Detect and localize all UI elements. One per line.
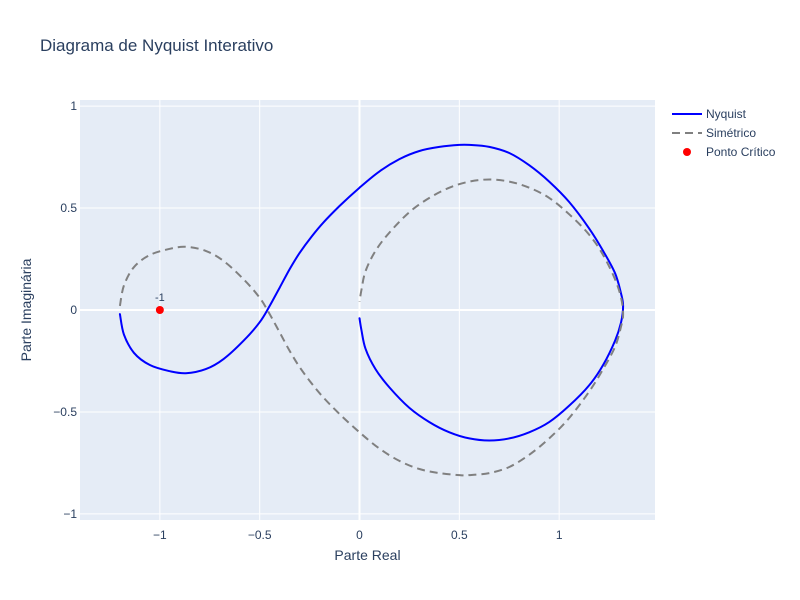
x-tick-label: −0.5 [248,528,272,542]
symmetric-line[interactable] [118,178,625,477]
legend-label: Nyquist [706,107,747,121]
y-axis-title: Parte Imaginária [18,258,34,361]
legend-marker-icon [683,148,691,156]
x-tick-label: −1 [153,528,167,542]
x-axis-title: Parte Real [334,547,400,563]
x-axis-ticks: −1 −0.5 0 0.5 1 [153,528,563,542]
critical-point-marker[interactable] [155,306,164,314]
legend-item[interactable]: Nyquist [672,107,747,121]
critical-point-label: -1 [155,292,165,304]
y-axis-ticks: −1 −0.5 0 0.5 1 [53,99,77,521]
legend: Nyquist Simétrico Ponto Crítico [672,107,776,159]
y-tick-label: −1 [63,507,77,521]
legend-item[interactable]: Ponto Crítico [683,145,776,159]
zero-lines [80,100,655,520]
x-tick-label: 0 [356,528,363,542]
y-tick-label: 0.5 [60,201,77,215]
x-tick-label: 0.5 [451,528,468,542]
legend-label: Ponto Crítico [706,145,776,159]
chart-title: Diagrama de Nyquist Interativo [40,36,273,55]
legend-item[interactable]: Simétrico [672,126,756,140]
nyquist-line[interactable] [118,143,625,442]
y-tick-label: 0 [70,303,77,317]
y-tick-label: 1 [70,99,77,113]
y-tick-label: −0.5 [53,405,77,419]
series-layer: -1 [118,143,625,477]
x-tick-label: 1 [556,528,563,542]
legend-label: Simétrico [706,126,756,140]
